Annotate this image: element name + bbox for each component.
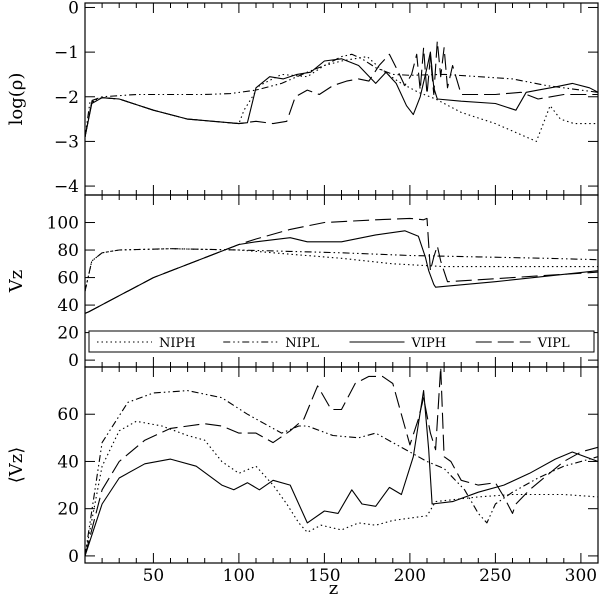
middle-ylabel: Vz [6, 270, 27, 293]
top-ytick-label: −2 [54, 88, 79, 108]
bottom-frame [84, 366, 599, 564]
middle-ytick-label: 20 [57, 324, 79, 344]
middle-ytick-label: 80 [57, 241, 79, 261]
bottom-series-viph [85, 390, 598, 557]
legend-label-niph: NIPH [159, 336, 196, 351]
bottom-series-nipl [85, 390, 598, 556]
legend-box [88, 330, 595, 353]
bottom-ytick-label: 20 [57, 500, 79, 520]
panel-log-density: 0 −1 −2 −3 −4 log(ρ) [6, 0, 599, 197]
legend-label-nipl: NIPL [285, 336, 319, 351]
middle-series-nipl [85, 248, 598, 292]
legend: NIPH NIPL VIPH VIPL [88, 330, 595, 353]
legend-label-viph: VIPH [411, 336, 447, 351]
middle-series-vipl [85, 217, 598, 314]
top-ylabel: log(ρ) [6, 73, 27, 126]
middle-series-viph [85, 230, 598, 314]
bottom-xtick-label: 150 [308, 566, 340, 586]
legend-label-vipl: VIPL [537, 336, 570, 351]
middle-ytick-label: 60 [57, 269, 79, 289]
top-series-viph [85, 51, 598, 138]
top-frame [84, 2, 599, 196]
bottom-series-vipl [85, 367, 598, 557]
bottom-xlabel: z [329, 578, 338, 598]
bottom-xtick-label: 250 [479, 566, 511, 586]
top-ytick-label: −3 [54, 132, 79, 152]
top-series-nipl [85, 53, 598, 138]
bottom-xtick-label: 300 [565, 566, 597, 586]
top-ytick-label: 0 [68, 0, 79, 18]
top-ytick-label: −1 [54, 43, 79, 63]
top-ytick-label: −4 [54, 177, 79, 197]
middle-series-niph [85, 248, 598, 292]
bottom-ytick-label: 60 [57, 405, 79, 425]
bottom-series-niph [85, 420, 598, 557]
middle-ytick-label: 0 [68, 351, 79, 371]
bottom-xtick-label: 100 [223, 566, 255, 586]
bottom-ytick-label: 0 [68, 547, 79, 567]
bottom-ylabel: ⟨Vz⟩ [6, 447, 27, 484]
middle-ytick-label: 100 [47, 214, 79, 234]
bottom-xtick-label: 200 [394, 566, 426, 586]
middle-ytick-label: 40 [57, 296, 79, 316]
panel-vz: 0 20 40 60 80 100 Vz NIPH NIPL VIPH VIPL [6, 194, 599, 371]
top-series-vipl [85, 40, 598, 138]
bottom-xtick-label: 50 [143, 566, 165, 586]
top-series-niph [85, 56, 598, 142]
panel-mean-vz: 0 20 40 60 50 100 150 200 250 300 ⟨Vz⟩ z [6, 366, 599, 598]
bottom-ytick-label: 40 [57, 452, 79, 472]
